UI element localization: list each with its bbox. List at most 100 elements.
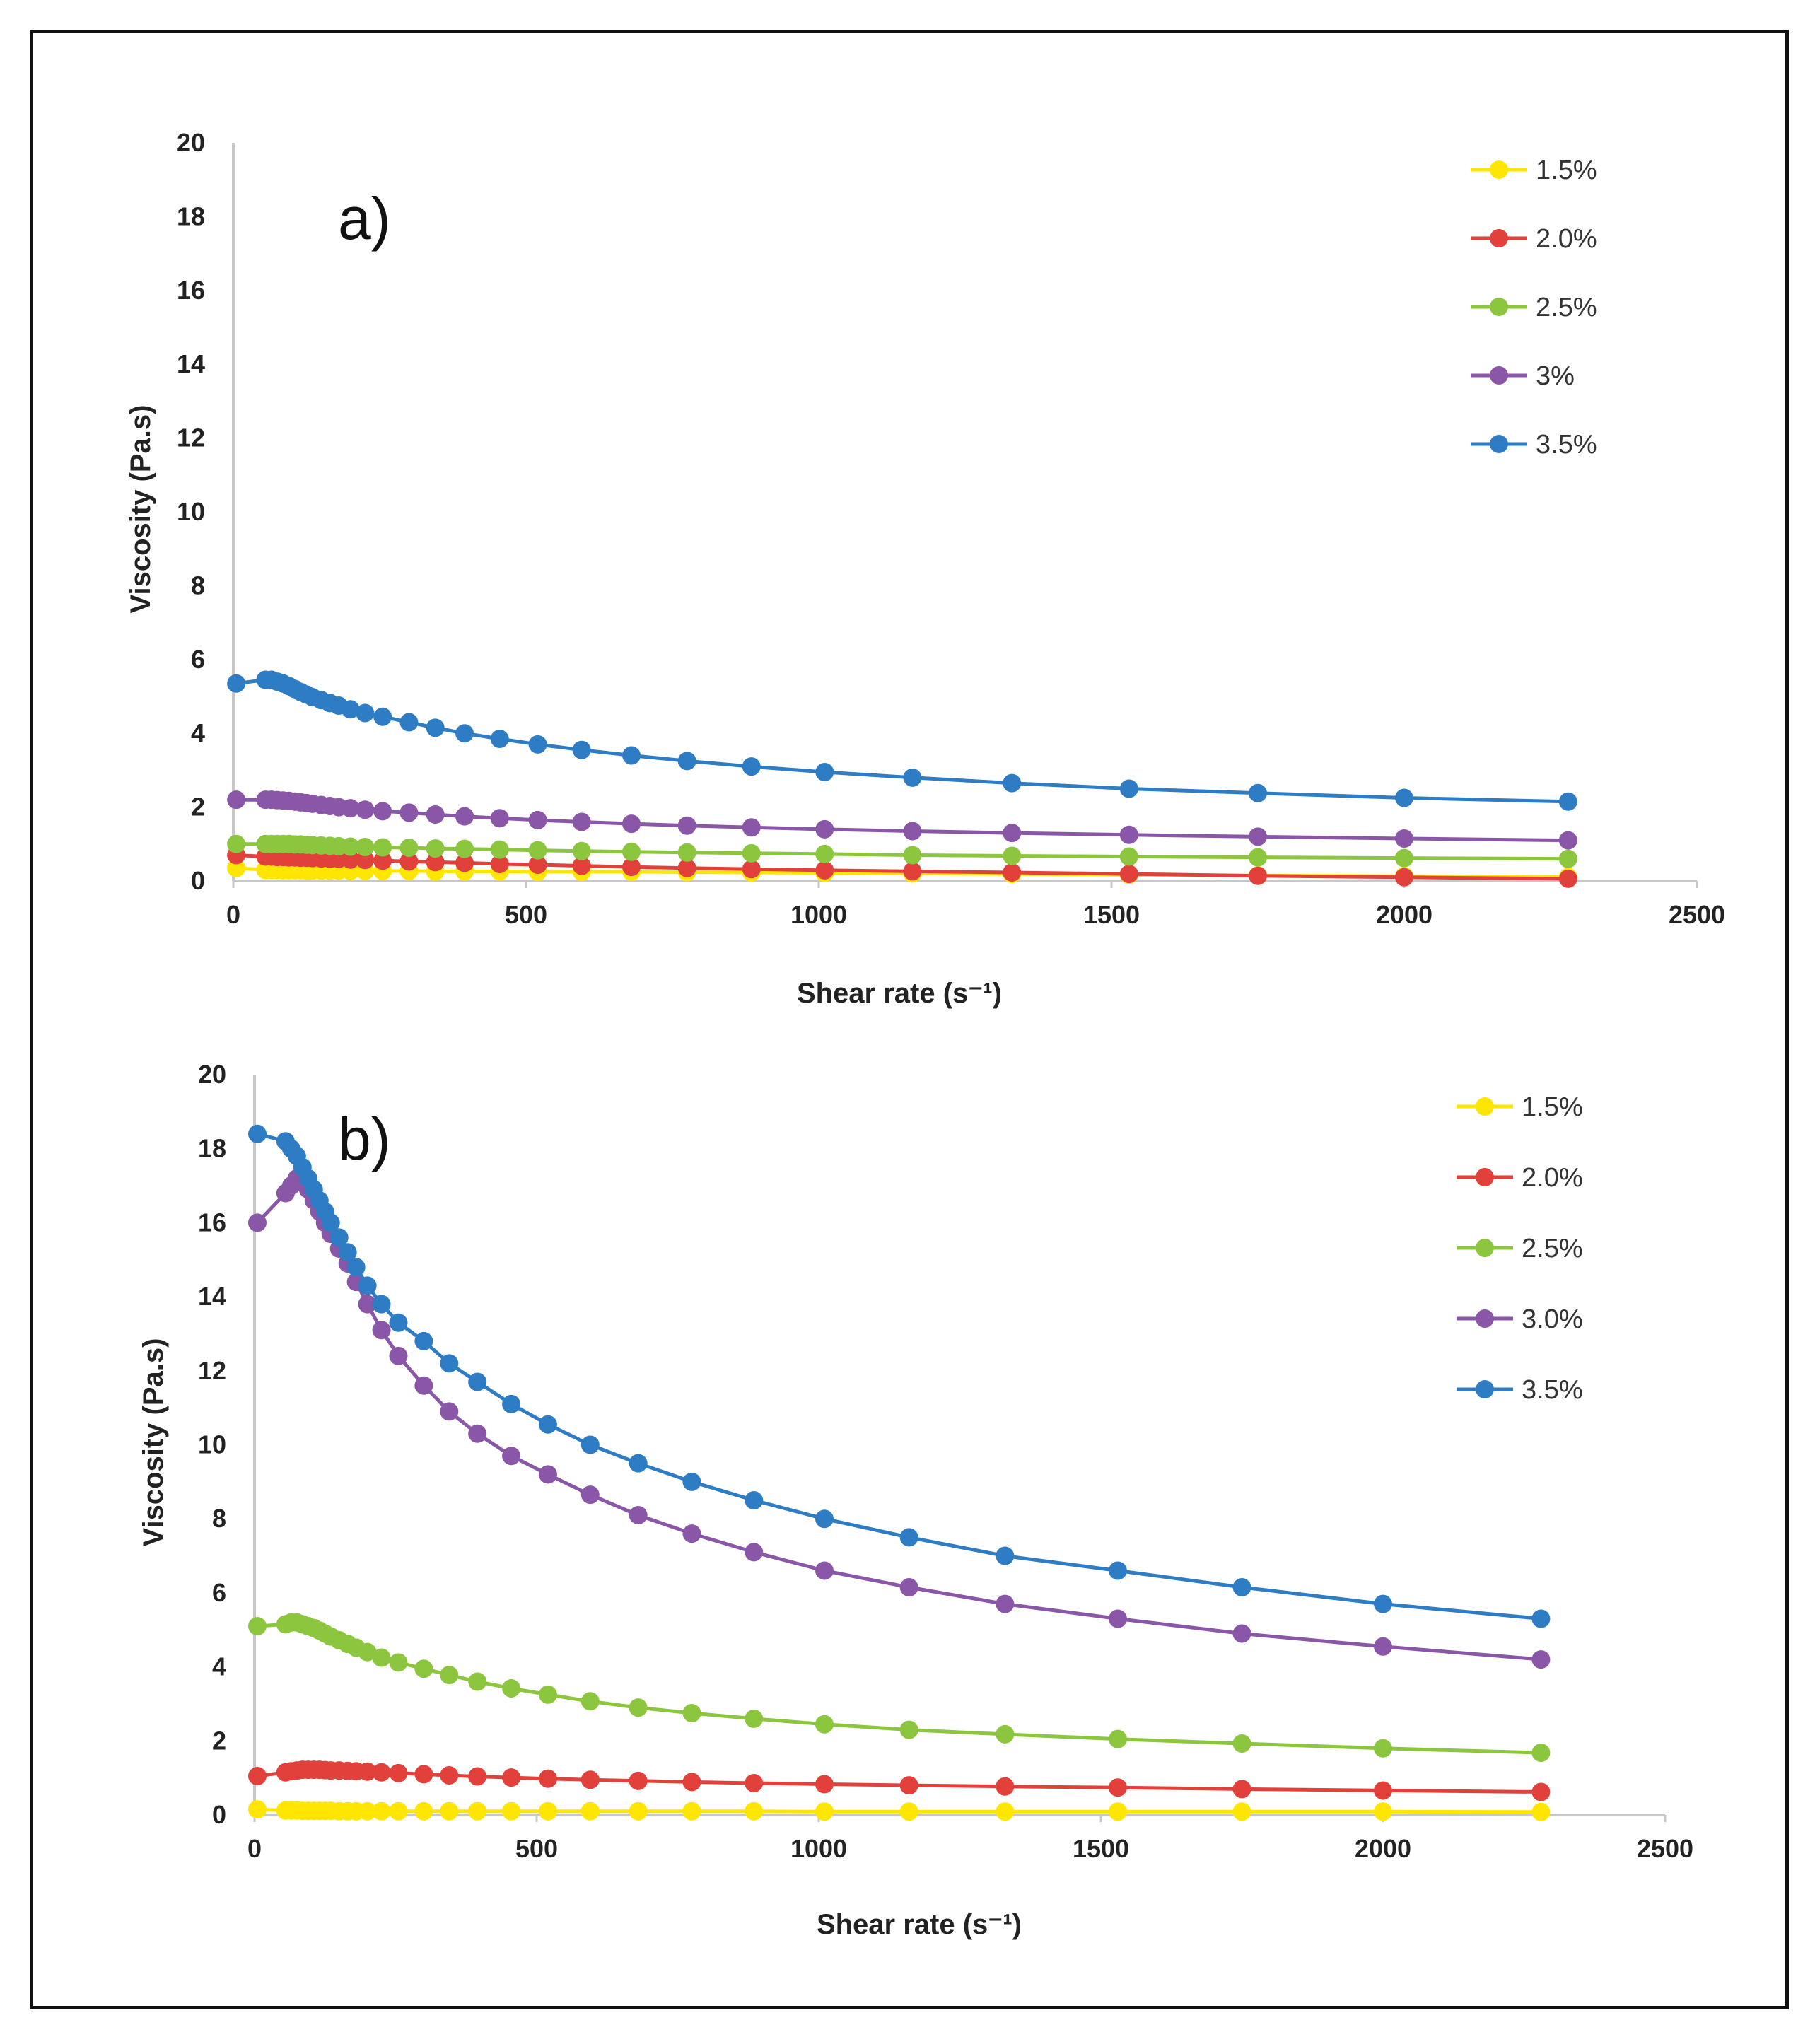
- chart-b: 0 2 4 6 8 10 12 14 16 18 20 0 500 1000 1500 2000 2500 b)…: [138, 1060, 1693, 1940]
- chart-b-legend-item: 1.5%: [1457, 1092, 1583, 1122]
- chart-a-data-point: [356, 800, 375, 819]
- chart-a-data-point: [677, 816, 696, 835]
- chart-b-data-point: [440, 1765, 459, 1785]
- chart-a-data-point: [1558, 869, 1577, 888]
- chart-b-data-point: [372, 1321, 391, 1340]
- chart-b-data-point: [372, 1801, 391, 1821]
- chart-b-data-point: [580, 1692, 600, 1711]
- chart-b-data-point: [372, 1648, 391, 1667]
- chart-a-data-point: [1395, 829, 1413, 848]
- figure-border: [30, 30, 1789, 2009]
- chart-b-x-tick-label: 0: [247, 1834, 262, 1863]
- chart-a-legend-item: 1.5%: [1471, 156, 1597, 185]
- chart-a-data-point: [490, 809, 509, 828]
- chart-b-data-point: [468, 1424, 487, 1443]
- chart-b-legend-label: 2.0%: [1522, 1163, 1583, 1193]
- chart-b-series-2: [247, 1760, 1551, 1801]
- chart-b-data-point: [629, 1771, 648, 1790]
- chart-b-data-point: [321, 1213, 340, 1232]
- chart-b-y-tick-label: 20: [198, 1060, 226, 1089]
- chart-b-data-point: [745, 1801, 764, 1821]
- chart-b-data-point: [629, 1801, 648, 1821]
- chart-a-y-tick-label: 14: [177, 349, 205, 378]
- chart-b-data-point: [346, 1258, 366, 1277]
- chart-a-y-tick-label: 4: [191, 718, 205, 747]
- chart-b-data-point: [1232, 1734, 1251, 1753]
- chart-a-data-point: [903, 846, 922, 865]
- chart-b-data-point: [899, 1776, 918, 1795]
- chart-a-data-point: [677, 843, 696, 862]
- chart-a-data-point: [399, 803, 419, 822]
- chart-a-data-point: [341, 700, 360, 719]
- chart-b-data-point: [468, 1672, 487, 1691]
- chart-a-data-point: [373, 838, 392, 857]
- chart-a-legend-marker: [1490, 298, 1508, 316]
- chart-a-data-point: [1558, 792, 1577, 811]
- chart-b-data-point: [682, 1524, 701, 1543]
- chart-b-data-point: [580, 1801, 600, 1821]
- chart-a-data-point: [815, 860, 834, 880]
- chart-b-data-point: [358, 1276, 377, 1295]
- chart-b-data-point: [1531, 1802, 1551, 1821]
- chart-b-data-point: [815, 1802, 834, 1821]
- chart-b-data-point: [1232, 1578, 1251, 1597]
- chart-b-data-point: [414, 1765, 433, 1784]
- chart-b-data-point: [580, 1435, 600, 1454]
- chart-a-y-tick-label: 2: [191, 793, 205, 822]
- chart-a-data-point: [1395, 848, 1413, 868]
- chart-b-data-point: [996, 1777, 1015, 1796]
- chart-a-data-point: [815, 844, 834, 863]
- chart-a-y-tick-label: 0: [191, 866, 205, 895]
- chart-a-data-point: [399, 713, 419, 732]
- chart-b-data-point: [580, 1485, 600, 1505]
- chart-a-legend-item: 3%: [1471, 361, 1575, 391]
- chart-b-data-point: [629, 1454, 648, 1473]
- chart-a-axes: 0 2 4 6 8 10 12 14 16 18 20 0 500 1000 1500 2000 2500: [177, 128, 1725, 929]
- chart-b-data-point: [815, 1715, 834, 1734]
- chart-b-data-point: [414, 1659, 433, 1678]
- chart-b-y-tick-label: 4: [212, 1652, 226, 1681]
- chart-a-data-point: [227, 834, 246, 853]
- chart-b-data-point: [414, 1331, 433, 1350]
- chart-b-data-point: [815, 1509, 834, 1529]
- chart-a-data-point: [399, 839, 419, 858]
- chart-a-series-3: [227, 834, 1577, 868]
- chart-a-series-5: [227, 670, 1577, 811]
- chart-a-data-point: [455, 724, 474, 743]
- chart-b-legend-marker: [1476, 1380, 1494, 1398]
- chart-b-legend-label: 3.0%: [1522, 1304, 1583, 1334]
- chart-a-data-point: [341, 837, 360, 856]
- chart-b-data-point: [1232, 1624, 1251, 1643]
- chart-a-data-point: [426, 839, 445, 858]
- chart-a-data-point: [815, 819, 834, 839]
- chart-a-data-point: [1249, 848, 1267, 867]
- chart-b-panel-label: b): [338, 1106, 391, 1172]
- chart-a-data-point: [373, 707, 392, 726]
- chart-b-data-point: [247, 1213, 267, 1232]
- chart-b-legend-marker: [1476, 1097, 1494, 1116]
- chart-a-data-point: [1395, 868, 1413, 887]
- chart-b-data-point: [1531, 1782, 1551, 1801]
- chart-a-data-point: [742, 818, 761, 837]
- chart-a-data-point: [528, 855, 547, 875]
- chart-a-data-point: [1003, 824, 1022, 843]
- chart-a-legend-marker: [1490, 366, 1508, 385]
- chart-b-y-tick-label: 8: [212, 1504, 226, 1533]
- chart-a-y-tick-label: 10: [177, 497, 205, 526]
- chart-b-legend-marker: [1476, 1168, 1494, 1186]
- chart-b-data-point: [1374, 1637, 1392, 1656]
- chart-a-legend-marker: [1490, 435, 1508, 453]
- chart-b-legend-item: 2.5%: [1457, 1234, 1583, 1263]
- chart-a-legend-label: 2.0%: [1536, 224, 1597, 254]
- chart-b-data-point: [682, 1472, 701, 1491]
- chart-a-data-point: [455, 853, 474, 872]
- chart-a-legend-label: 2.5%: [1536, 293, 1597, 322]
- chart-b-data-point: [329, 1228, 349, 1247]
- chart-b-data-point: [247, 1617, 267, 1636]
- chart-a-data-point: [1249, 783, 1267, 802]
- chart-a-data-point: [815, 763, 834, 782]
- chart-b-data-point: [338, 1243, 357, 1262]
- chart-b-x-tick-label: 1000: [790, 1834, 847, 1863]
- chart-a-legend-marker: [1490, 160, 1508, 179]
- chart-a-x-tick-label: 2500: [1669, 900, 1725, 929]
